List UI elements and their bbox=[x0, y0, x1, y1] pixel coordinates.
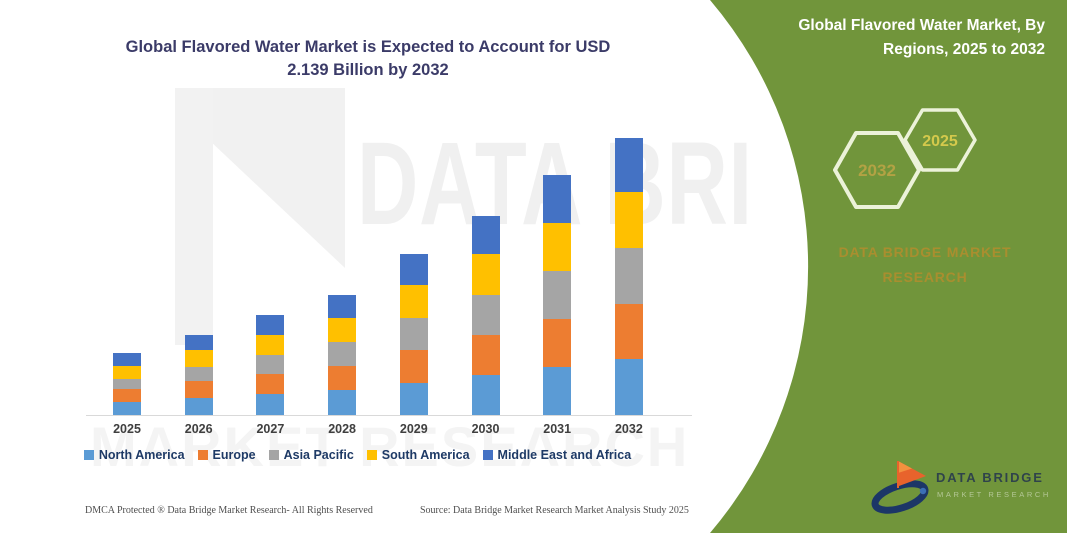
year-label-2025: 2025 bbox=[113, 422, 141, 436]
bar-column-2027 bbox=[256, 315, 285, 415]
legend-item-asia-pacific: Asia Pacific bbox=[268, 448, 354, 462]
bar-column-2029 bbox=[399, 254, 428, 415]
bar-segment-europe bbox=[543, 319, 572, 367]
logo-wordmark: DATA BRIDGE bbox=[936, 470, 1044, 485]
chart-title-line2: 2.139 Billion by 2032 bbox=[287, 61, 449, 79]
bar-segment-north-america bbox=[184, 398, 213, 415]
bar-segment-asia-pacific bbox=[614, 248, 643, 304]
chart-title: Global Flavored Water Market is Expected… bbox=[78, 36, 658, 82]
bar-segment-europe bbox=[614, 304, 643, 359]
bar-segment-asia-pacific bbox=[184, 367, 213, 381]
bar-segment-middle-east-and-africa bbox=[399, 254, 428, 285]
bar-column-2031 bbox=[543, 175, 572, 415]
year-label-2032: 2032 bbox=[614, 422, 643, 436]
dbmr-logo: DATA BRIDGE MARKET RESEARCH bbox=[871, 461, 1051, 514]
bar-segment-asia-pacific bbox=[399, 318, 428, 350]
legend-item-north-america: North America bbox=[83, 448, 185, 462]
bar-segment-europe bbox=[399, 350, 428, 383]
bar-segment-asia-pacific bbox=[256, 355, 285, 374]
right-panel-title-line1: Global Flavored Water Market, By bbox=[798, 17, 1045, 34]
bar-segment-europe bbox=[328, 366, 357, 390]
bar-column-2025 bbox=[113, 353, 141, 415]
footer-source-text: Source: Data Bridge Market Research Mark… bbox=[420, 505, 689, 516]
brand-text: DATA BRIDGE MARKET RESEARCH bbox=[790, 240, 1060, 290]
logo-flag-icon bbox=[897, 461, 926, 488]
bar-segment-asia-pacific bbox=[113, 379, 141, 389]
legend-swatch-icon bbox=[197, 450, 208, 460]
bar-segment-asia-pacific bbox=[543, 271, 572, 319]
bar-segment-south-america bbox=[113, 366, 141, 379]
footer-dmca-text: DMCA Protected ® Data Bridge Market Rese… bbox=[85, 505, 373, 516]
right-panel-title: Global Flavored Water Market, By Regions… bbox=[745, 14, 1045, 62]
bar-segment-europe bbox=[256, 374, 285, 394]
legend-swatch-icon bbox=[482, 450, 493, 460]
legend-swatch-icon bbox=[366, 450, 377, 460]
year-label-2030: 2030 bbox=[471, 422, 500, 436]
hexagon-2032-icon bbox=[833, 131, 921, 209]
legend-item-middle-east-and-africa: Middle East and Africa bbox=[482, 448, 632, 462]
bar-segment-north-america bbox=[614, 359, 643, 415]
bar-segment-south-america bbox=[399, 285, 428, 318]
bar-segment-middle-east-and-africa bbox=[543, 175, 572, 223]
legend-label: Middle East and Africa bbox=[497, 448, 632, 462]
bar-segment-north-america bbox=[113, 402, 141, 415]
hexagon-2025-label: 2025 bbox=[922, 133, 958, 150]
bar-segment-south-america bbox=[614, 192, 643, 248]
legend-label: South America bbox=[381, 448, 470, 462]
bar-segment-middle-east-and-africa bbox=[256, 315, 285, 335]
bar-segment-north-america bbox=[471, 375, 500, 415]
bar-column-2026 bbox=[184, 335, 213, 415]
legend-item-europe: Europe bbox=[197, 448, 256, 462]
bar-segment-europe bbox=[113, 389, 141, 402]
bar-segment-middle-east-and-africa bbox=[184, 335, 213, 350]
bar-segment-north-america bbox=[256, 394, 285, 415]
legend-label: Asia Pacific bbox=[283, 448, 354, 462]
legend-swatch-icon bbox=[83, 450, 94, 460]
bar-segment-south-america bbox=[471, 254, 500, 295]
bar-segment-middle-east-and-africa bbox=[328, 295, 357, 318]
bar-segment-north-america bbox=[543, 367, 572, 415]
bar-segment-asia-pacific bbox=[328, 342, 357, 366]
bar-segment-north-america bbox=[399, 383, 428, 415]
bar-segment-south-america bbox=[543, 223, 572, 271]
legend-label: North America bbox=[98, 448, 185, 462]
year-label-2031: 2031 bbox=[543, 422, 572, 436]
year-label-2026: 2026 bbox=[184, 422, 213, 436]
year-label-2029: 2029 bbox=[399, 422, 428, 436]
brand-line1: DATA BRIDGE MARKET bbox=[838, 244, 1012, 260]
hexagons-graphic: 2032 2025 bbox=[833, 108, 977, 209]
hexagon-2032-label: 2032 bbox=[858, 161, 896, 180]
x-axis-line bbox=[86, 415, 692, 416]
legend-label: Europe bbox=[212, 448, 256, 462]
bar-segment-asia-pacific bbox=[471, 295, 500, 335]
right-panel-title-line2: Regions, 2025 to 2032 bbox=[883, 41, 1045, 58]
bar-segment-south-america bbox=[184, 350, 213, 367]
bar-segment-europe bbox=[471, 335, 500, 375]
chart-legend: North America Europe Asia Pacific South Ame… bbox=[0, 448, 715, 462]
hexagon-2025-icon bbox=[903, 108, 977, 172]
legend-item-south-america: South America bbox=[366, 448, 470, 462]
bar-segment-south-america bbox=[256, 335, 285, 355]
bar-column-2030 bbox=[471, 216, 500, 415]
bar-column-2032 bbox=[614, 138, 643, 415]
bar-column-2028 bbox=[328, 295, 357, 415]
bar-segment-europe bbox=[184, 381, 213, 398]
bar-segment-middle-east-and-africa bbox=[113, 353, 141, 366]
logo-subtitle: MARKET RESEARCH bbox=[937, 490, 1051, 499]
bar-segment-middle-east-and-africa bbox=[471, 216, 500, 254]
year-label-2028: 2028 bbox=[328, 422, 356, 436]
bar-segment-middle-east-and-africa bbox=[614, 138, 643, 192]
logo-dot-icon bbox=[919, 487, 927, 495]
legend-swatch-icon bbox=[268, 450, 279, 460]
chart-title-line1: Global Flavored Water Market is Expected… bbox=[125, 38, 611, 56]
bar-segment-north-america bbox=[328, 390, 357, 415]
bar-chart-plot: 2025 2026 2027 2028 2029 2030 2031 2032 bbox=[86, 125, 692, 436]
year-label-2027: 2027 bbox=[256, 422, 285, 436]
brand-line2: RESEARCH bbox=[882, 269, 968, 285]
bar-segment-south-america bbox=[328, 318, 357, 342]
